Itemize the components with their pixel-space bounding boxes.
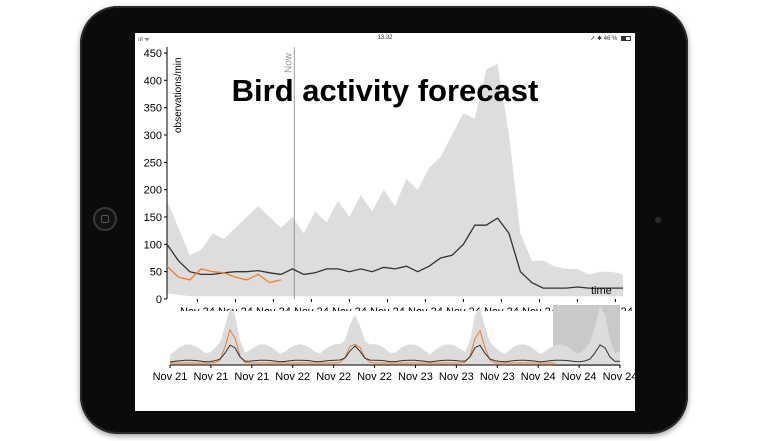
battery-icon bbox=[621, 35, 631, 41]
x-tick-date: Nov 24 bbox=[446, 306, 481, 311]
x-tick-date: Nov 24 bbox=[408, 306, 443, 311]
y-tick-label: 450 bbox=[144, 48, 162, 60]
y-tick-label: 150 bbox=[144, 212, 162, 224]
overview-x-tick-label: Nov 24 bbox=[603, 371, 635, 383]
x-axis-label: time bbox=[591, 285, 612, 297]
overview-x-tick-label: Nov 22 bbox=[275, 371, 310, 383]
x-tick-date: Nov 24 bbox=[218, 306, 253, 311]
y-tick-label: 350 bbox=[144, 103, 162, 115]
home-square-icon bbox=[101, 215, 109, 223]
x-tick-date: Nov 24 bbox=[294, 306, 329, 311]
home-button[interactable] bbox=[93, 207, 117, 231]
y-tick-label: 200 bbox=[144, 185, 162, 197]
status-bar: ııl ᯤ 13.32 ➚ ✱ 46 % bbox=[135, 33, 635, 45]
tablet-screen: ııl ᯤ 13.32 ➚ ✱ 46 % 0 50 100 150 200 250 300 3… bbox=[135, 33, 635, 411]
y-tick-label: 50 bbox=[150, 267, 162, 279]
forecast-band bbox=[167, 63, 623, 297]
overview-x-tick-label: Nov 21 bbox=[153, 371, 188, 383]
status-right-group: ➚ ✱ 46 % bbox=[590, 35, 631, 42]
x-tick-date: Nov 24 bbox=[370, 306, 405, 311]
overview-median-line bbox=[169, 344, 621, 363]
overview-x-tick-label: Nov 24 bbox=[521, 371, 556, 383]
page-title: Bird activity forecast bbox=[231, 73, 539, 108]
now-label: Now bbox=[283, 52, 294, 73]
x-tick-date: Nov 24 bbox=[256, 306, 291, 311]
overview-band bbox=[170, 306, 620, 365]
overview-x-tick-label: Nov 22 bbox=[316, 371, 351, 383]
x-tick-date: Nov 24 bbox=[522, 306, 557, 311]
overview-x-tick-label: Nov 24 bbox=[562, 371, 597, 383]
y-tick-label: 300 bbox=[144, 130, 162, 142]
overview-x-tick-label: Nov 21 bbox=[234, 371, 269, 383]
overview-chart[interactable]: Nov 21 Nov 21 Nov 21 Nov 22 Nov 22 Nov 22 Nov … bbox=[135, 297, 635, 387]
y-tick-label: 250 bbox=[144, 157, 162, 169]
y-tick-label: 0 bbox=[156, 294, 162, 306]
x-tick-date: Nov 24 bbox=[332, 306, 367, 311]
y-tick-label: 400 bbox=[144, 75, 162, 87]
forecast-median-line bbox=[166, 217, 623, 289]
camera-icon bbox=[655, 217, 661, 223]
observed-line bbox=[166, 265, 282, 284]
overview-x-tick-label: Nov 22 bbox=[357, 371, 392, 383]
x-tick-date: Nov 24 bbox=[484, 306, 519, 311]
x-tick-date: Nov 24 bbox=[180, 306, 215, 311]
overview-x-tick-label: Nov 23 bbox=[398, 371, 433, 383]
battery-percent: ➚ ✱ 46 % bbox=[590, 36, 618, 42]
main-chart[interactable]: 0 50 100 150 200 250 300 350 400 450 observations/… bbox=[135, 41, 635, 311]
overview-x-tick-label: Nov 23 bbox=[439, 371, 474, 383]
signal-indicator: ııl ᯤ bbox=[138, 37, 150, 43]
overview-x-tick-label: Nov 23 bbox=[480, 371, 515, 383]
overview-x-tick-label: Nov 21 bbox=[193, 371, 228, 383]
status-time: 13.32 bbox=[377, 35, 393, 41]
overview-observed-line bbox=[170, 328, 555, 364]
y-tick-label: 100 bbox=[144, 239, 162, 251]
y-axis-label: observations/min bbox=[173, 57, 184, 133]
